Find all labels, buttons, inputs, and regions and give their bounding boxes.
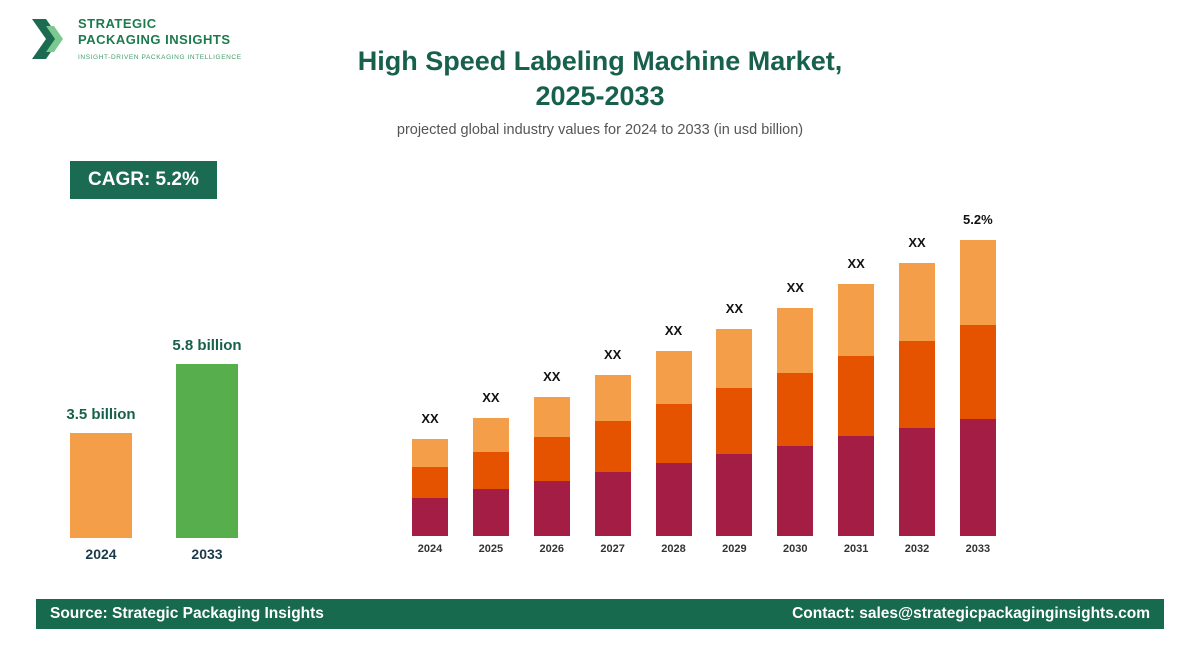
logo-chevron-icon <box>32 19 63 59</box>
segment-middle <box>412 467 448 498</box>
page-subtitle: projected global industry values for 202… <box>396 122 804 139</box>
summary-bar-year: 2033 <box>191 546 223 562</box>
stacked-bar-column: XX 2032 <box>899 235 935 555</box>
segment-top <box>959 240 996 325</box>
segment-middle <box>655 404 692 463</box>
bar-value-label: XX <box>725 301 744 316</box>
segment-bottom <box>716 454 753 536</box>
stacked-bar <box>716 329 753 536</box>
bar-year-label: 2032 <box>904 543 930 555</box>
stacked-bar-column: XX 2024 <box>412 411 448 555</box>
stacked-bar-column: 5.2% 2033 <box>959 212 996 555</box>
segment-middle <box>716 388 753 454</box>
segment-top <box>899 263 935 341</box>
segment-middle <box>838 356 875 436</box>
logo-line1: STRATEGIC <box>78 16 157 31</box>
stacked-bar <box>655 351 692 536</box>
segment-top <box>655 351 692 404</box>
segment-middle <box>899 341 935 428</box>
segment-top <box>412 439 448 467</box>
segment-top <box>594 375 631 421</box>
bar-year-label: 2030 <box>783 543 808 555</box>
segment-bottom <box>655 463 692 536</box>
bar-value-label: 5.2% <box>963 212 993 227</box>
bar-year-label: 2025 <box>478 543 504 555</box>
summary-bar-column: 3.5 billion 2024 <box>66 406 135 562</box>
bar-value-label: XX <box>908 235 926 250</box>
brand-logo: STRATEGIC PACKAGING INSIGHTS INSIGHT-DRI… <box>30 16 242 62</box>
footer-bar: Source: Strategic Packaging Insights Con… <box>36 599 1164 629</box>
main-chart: XX 2024 XX 2025 XX 2026 XX 2027 XX 2028 XX 2029 XX 20… <box>412 212 996 555</box>
logo-text: STRATEGIC PACKAGING INSIGHTS INSIGHT-DRI… <box>78 16 242 61</box>
bar-year-label: 2033 <box>965 543 991 555</box>
summary-chart: 3.5 billion 2024 5.8 billion 2033 <box>66 337 241 562</box>
bar-value-label: XX <box>482 390 500 405</box>
stacked-bar-column: XX 2029 <box>716 301 753 555</box>
segment-bottom <box>533 481 570 536</box>
bar-value-label: XX <box>847 256 865 271</box>
summary-bar-value-label: 3.5 billion <box>66 406 136 423</box>
stacked-bar-column: XX 2028 <box>655 323 692 555</box>
logo-tagline: INSIGHT-DRIVEN PACKAGING INTELLIGENCE <box>78 53 242 61</box>
segment-middle <box>777 373 814 446</box>
footer-source: Source: Strategic Packaging Insights <box>50 605 324 622</box>
stacked-bar-column: XX 2025 <box>472 390 509 555</box>
bar-value-label: XX <box>786 280 804 295</box>
segment-bottom <box>899 428 935 536</box>
bar-value-label: XX <box>543 369 561 384</box>
stacked-bar-column: XX 2026 <box>533 369 570 555</box>
summary-bar-value-label: 5.8 billion <box>172 337 242 354</box>
bar-year-label: 2024 <box>417 543 443 555</box>
summary-bar <box>176 364 238 538</box>
segment-bottom <box>472 489 509 536</box>
segment-top <box>472 418 509 452</box>
segment-bottom <box>838 436 875 536</box>
segment-bottom <box>777 446 814 536</box>
stacked-bar <box>959 240 996 536</box>
title-line1: High Speed Labeling Machine Market, <box>357 46 843 76</box>
segment-bottom <box>412 498 448 536</box>
summary-bar-year: 2024 <box>85 546 117 562</box>
stacked-bar <box>899 263 935 536</box>
bar-value-label: XX <box>421 411 439 426</box>
bar-year-label: 2028 <box>661 543 686 555</box>
segment-top <box>777 308 814 373</box>
stacked-bar <box>412 439 448 536</box>
stacked-bar <box>838 284 875 536</box>
logo-line2: PACKAGING INSIGHTS <box>78 32 231 48</box>
bar-year-label: 2029 <box>722 543 747 555</box>
footer-contact: Contact: sales@strategicpackaginginsight… <box>792 605 1150 622</box>
bar-value-label: XX <box>664 323 683 338</box>
stacked-bar <box>472 418 509 536</box>
title-line2: 2025-2033 <box>535 81 665 112</box>
bar-year-label: 2027 <box>600 543 625 555</box>
segment-bottom <box>959 419 996 536</box>
stacked-bar <box>533 397 570 536</box>
stacked-bar-column: XX 2027 <box>594 347 631 555</box>
stacked-bar <box>594 375 631 536</box>
bar-year-label: 2031 <box>843 543 869 555</box>
stacked-bar-column: XX 2030 <box>777 280 814 555</box>
segment-middle <box>594 421 631 472</box>
segment-middle <box>959 325 996 419</box>
segment-middle <box>472 452 509 489</box>
segment-top <box>533 397 570 437</box>
summary-bar-column: 5.8 billion 2033 <box>172 337 241 562</box>
stacked-bar-column: XX 2031 <box>838 256 875 555</box>
bar-value-label: XX <box>603 347 622 362</box>
summary-bar <box>70 433 132 538</box>
segment-bottom <box>594 472 631 536</box>
segment-middle <box>533 437 570 481</box>
stacked-bar <box>777 308 814 536</box>
bar-year-label: 2026 <box>539 543 564 555</box>
segment-top <box>716 329 753 388</box>
cagr-badge: CAGR: 5.2% <box>70 161 217 199</box>
segment-top <box>838 284 875 356</box>
